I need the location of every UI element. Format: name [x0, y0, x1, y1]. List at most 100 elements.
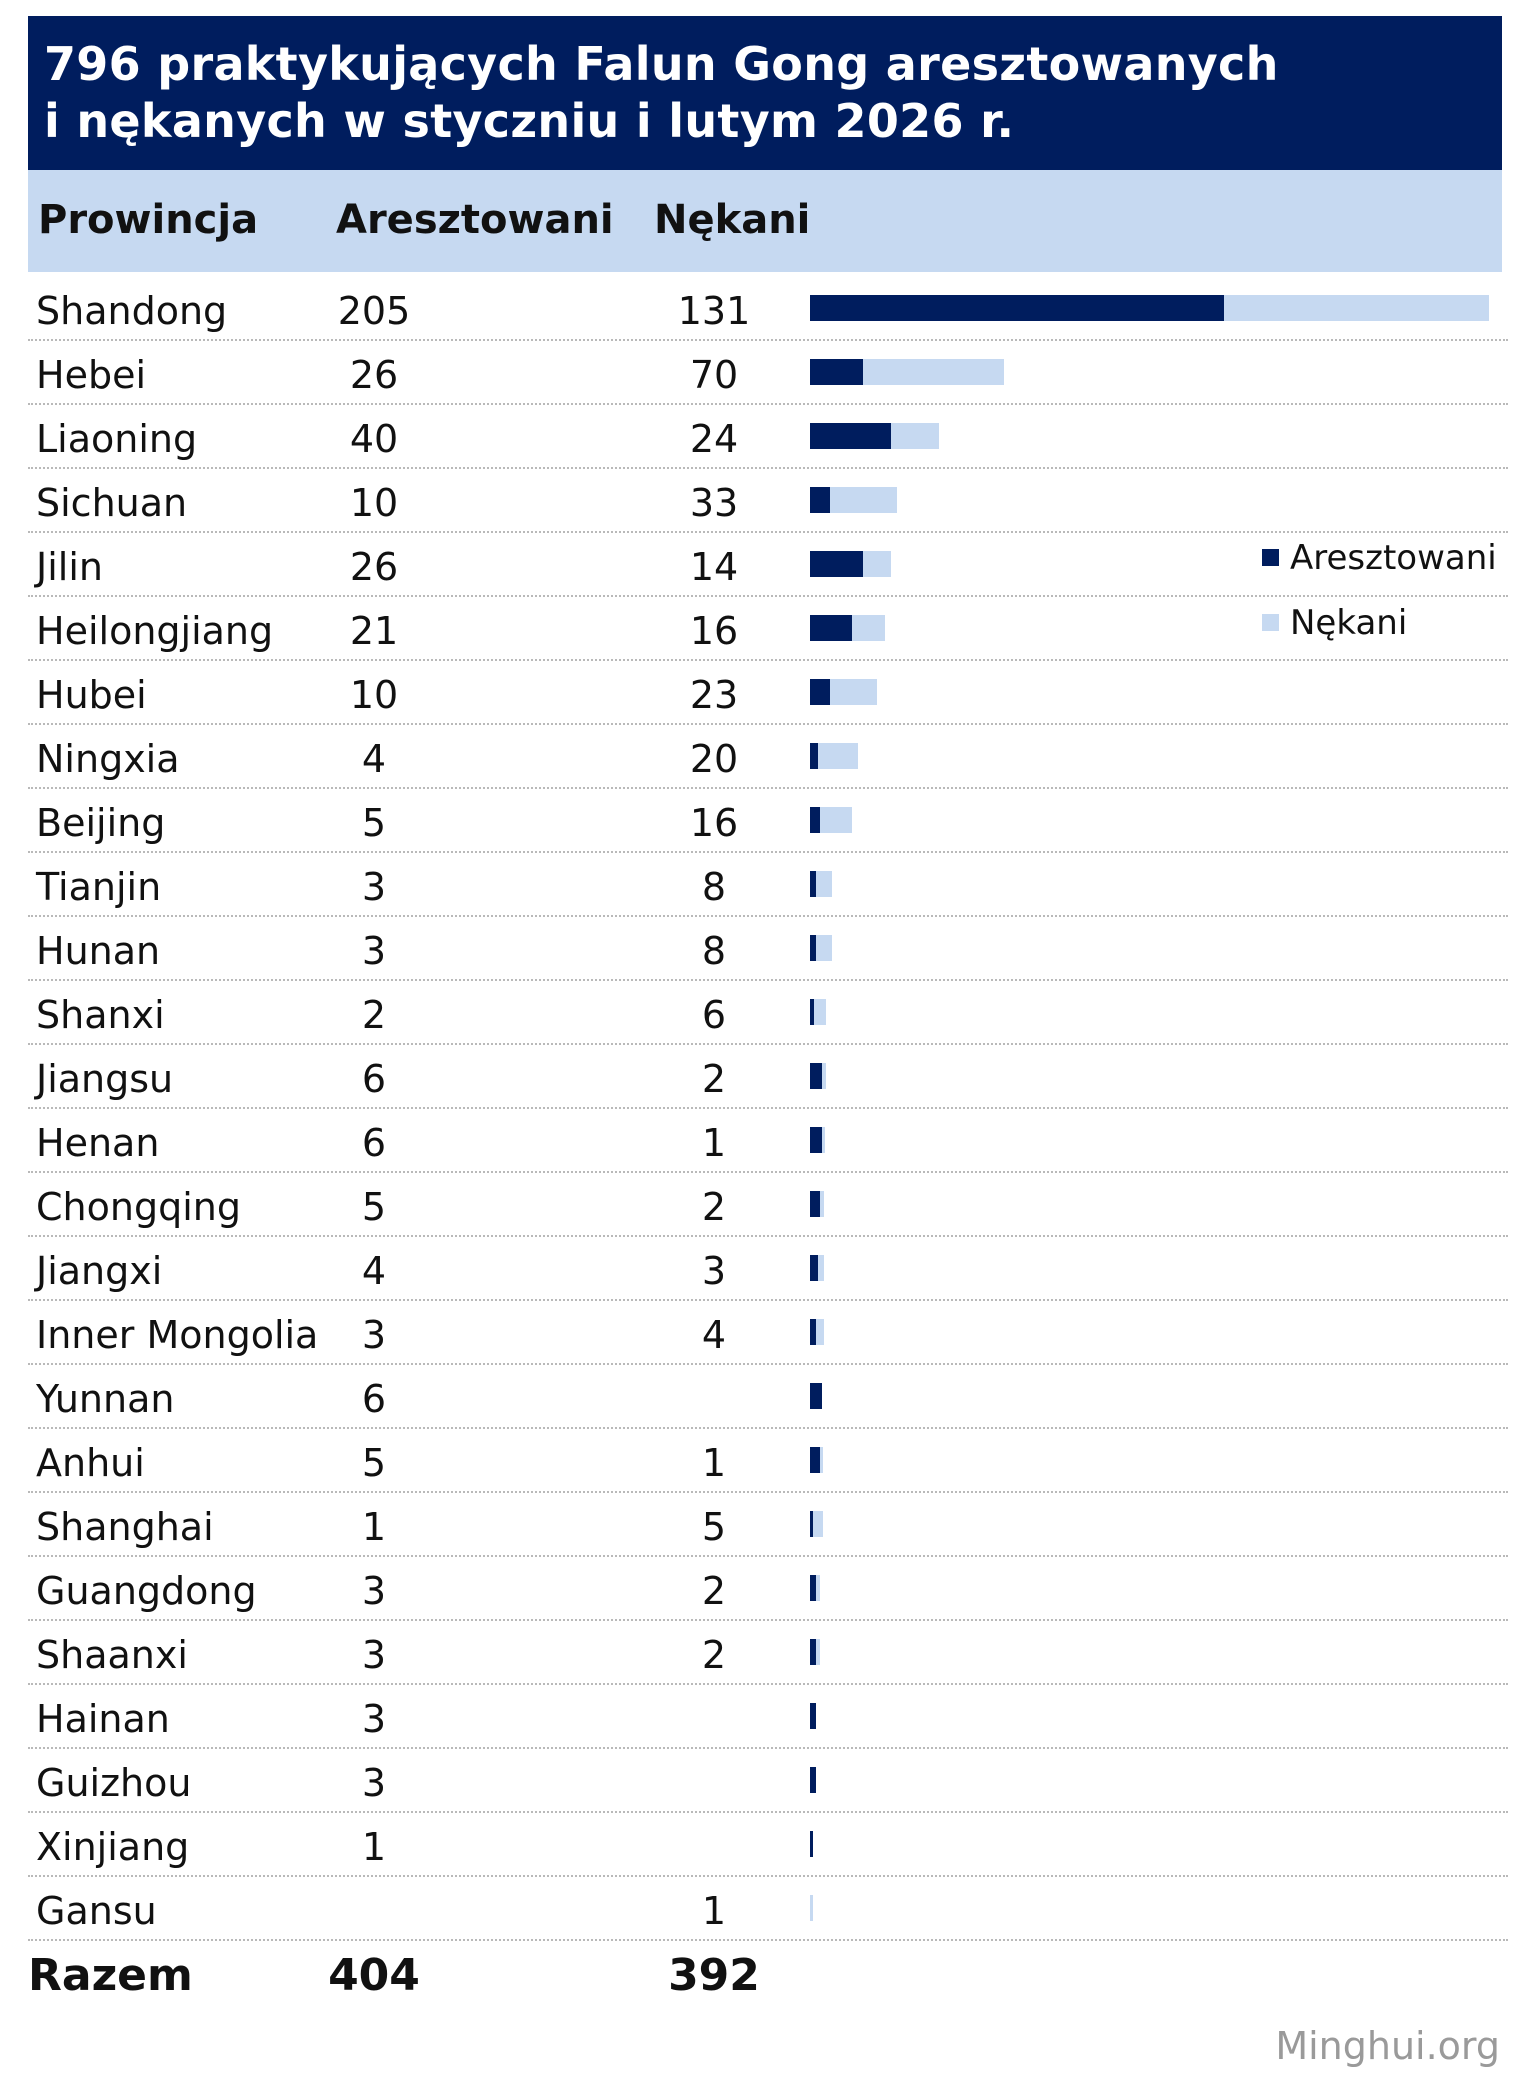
bar-arrested	[810, 359, 863, 385]
row-divider	[28, 723, 1508, 725]
table-row: Hebei 26 70	[28, 341, 1508, 405]
table-row: Shanxi 2 6	[28, 981, 1508, 1045]
bar-arrested	[810, 1447, 821, 1473]
bar-harassed	[813, 1511, 824, 1537]
bar-harassed	[830, 487, 897, 513]
table-row: Ningxia 4 20	[28, 725, 1508, 789]
bar-arrested	[810, 615, 853, 641]
legend-label-harassed: Nękani	[1290, 603, 1408, 643]
total-label: Razem	[28, 1950, 193, 2001]
table-row: Inner Mongolia 3 4	[28, 1301, 1508, 1365]
row-divider	[28, 531, 1508, 533]
bar-arrested	[810, 1383, 823, 1409]
row-divider	[28, 1939, 1508, 1941]
bar-arrested	[810, 1639, 817, 1665]
table-header: Prowincja Aresztowani Nękani	[28, 170, 1502, 272]
bar-arrested	[810, 1255, 819, 1281]
bar-arrested	[810, 1127, 823, 1153]
bar-arrested	[810, 1511, 813, 1537]
bar-arrested	[810, 1703, 817, 1729]
province-name: Hunan	[36, 929, 161, 973]
table-row: Hainan 3	[28, 1685, 1508, 1749]
chart-title-line-1: 796 praktykujących Falun Gong aresztowan…	[44, 37, 1279, 91]
table-row: Gansu 1	[28, 1877, 1508, 1941]
row-divider	[28, 1811, 1508, 1813]
bar-harassed	[822, 1063, 827, 1089]
table-row: Hunan 3 8	[28, 917, 1508, 981]
province-name: Shanghai	[36, 1505, 214, 1549]
bar-harassed	[830, 679, 877, 705]
legend-swatch-arrested	[1262, 549, 1279, 566]
bar-harassed	[816, 1319, 825, 1345]
header-province: Prowincja	[38, 197, 259, 243]
table-row: Liaoning 40 24	[28, 405, 1508, 469]
watermark: Minghui.org	[1275, 2024, 1500, 2068]
bar-harassed	[1224, 295, 1489, 321]
table-row: Guizhou 3	[28, 1749, 1508, 1813]
bar-arrested	[810, 999, 815, 1025]
bar-arrested	[810, 423, 891, 449]
province-name: Xinjiang	[36, 1825, 190, 1869]
chart-title-line-2: i nękanych w styczniu i lutym 2026 r.	[44, 94, 1015, 148]
bar-arrested	[810, 487, 831, 513]
row-divider	[28, 1299, 1508, 1301]
total-row: Razem 404 392	[28, 1950, 760, 2001]
table-row: Beijing 5 16	[28, 789, 1508, 853]
table-row: Jiangsu 6 2	[28, 1045, 1508, 1109]
bar-arrested	[810, 295, 1225, 321]
table-row: Henan 6 1	[28, 1109, 1508, 1173]
province-name: Chongqing	[36, 1185, 241, 1229]
legend-swatch-harassed	[1262, 614, 1279, 631]
province-name: Tianjin	[36, 865, 162, 909]
province-name: Anhui	[36, 1441, 145, 1485]
chart-title: 796 praktykujących Falun Gong aresztowan…	[28, 16, 1502, 170]
bar-arrested	[810, 871, 817, 897]
province-name: Guangdong	[36, 1569, 257, 1613]
province-name: Ningxia	[36, 737, 180, 781]
province-name: Inner Mongolia	[36, 1313, 319, 1357]
province-name: Gansu	[36, 1889, 157, 1933]
row-divider	[28, 979, 1508, 981]
row-divider	[28, 467, 1508, 469]
table-row: Shandong 205 131	[28, 277, 1508, 341]
table-row: Shanghai 1 5	[28, 1493, 1508, 1557]
row-divider	[28, 1427, 1508, 1429]
table-row: Jilin 26 14	[28, 533, 1508, 597]
row-divider	[28, 339, 1508, 341]
row-divider	[28, 1747, 1508, 1749]
row-divider	[28, 1683, 1508, 1685]
bar-arrested	[810, 1831, 813, 1857]
bar-harassed	[810, 1895, 813, 1921]
row-divider	[28, 403, 1508, 405]
bar-harassed	[852, 615, 885, 641]
province-name: Hebei	[36, 353, 147, 397]
bar-arrested	[810, 1319, 817, 1345]
bar-arrested	[810, 1767, 817, 1793]
bar-harassed	[822, 1127, 826, 1153]
bar-arrested	[810, 1191, 821, 1217]
legend-label-arrested: Aresztowani	[1290, 538, 1497, 578]
bar-harassed	[816, 1575, 821, 1601]
row-divider	[28, 595, 1508, 597]
bar-arrested	[810, 679, 831, 705]
bar-arrested	[810, 935, 817, 961]
table-row: Chongqing 5 2	[28, 1173, 1508, 1237]
row-divider	[28, 787, 1508, 789]
row-divider	[28, 1491, 1508, 1493]
province-name: Liaoning	[36, 417, 198, 461]
bar-harassed	[818, 743, 859, 769]
table-row: Jiangxi 4 3	[28, 1237, 1508, 1301]
province-name: Yunnan	[36, 1377, 175, 1421]
bar-harassed	[820, 1191, 825, 1217]
row-divider	[28, 1875, 1508, 1877]
table-row: Guangdong 3 2	[28, 1557, 1508, 1621]
table-row: Heilongjiang 21 16	[28, 597, 1508, 661]
bar-harassed	[820, 1447, 824, 1473]
header-arrested: Aresztowani	[336, 197, 614, 243]
bar-harassed	[814, 999, 827, 1025]
bar-harassed	[862, 551, 891, 577]
bar-harassed	[816, 871, 833, 897]
province-name: Guizhou	[36, 1761, 192, 1805]
province-name: Hubei	[36, 673, 147, 717]
bar-arrested	[810, 1575, 817, 1601]
